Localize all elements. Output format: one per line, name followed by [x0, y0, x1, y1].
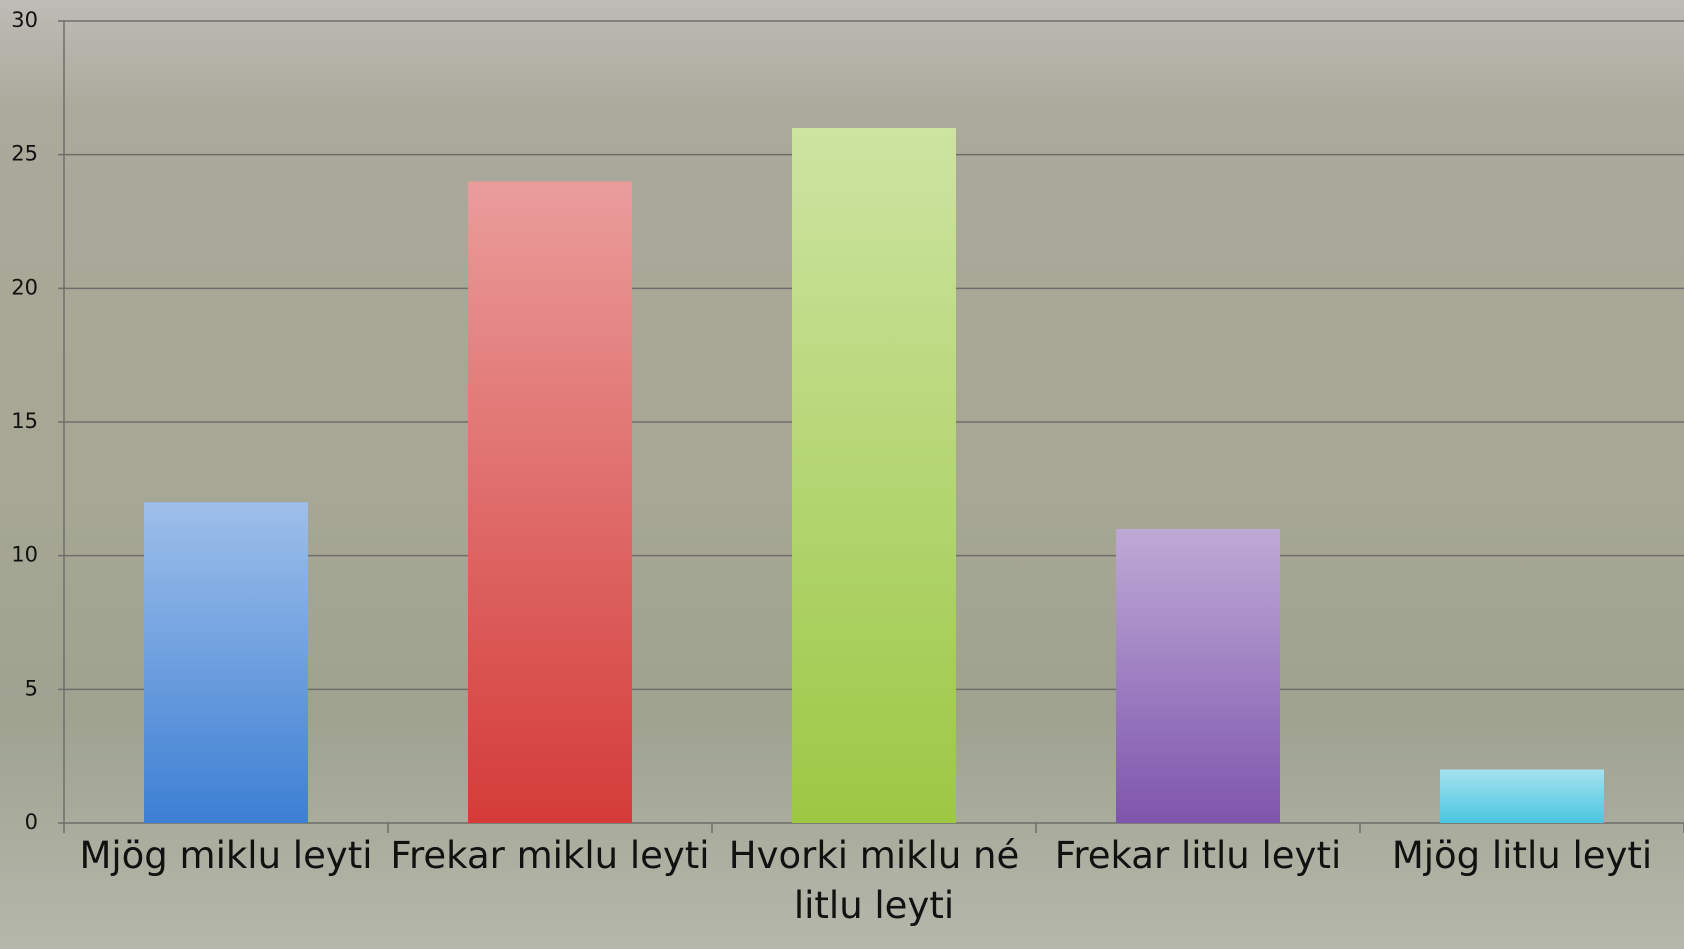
- bar-shine: [792, 127, 956, 823]
- y-tick-label: 15: [11, 409, 38, 433]
- bar-shine: [1440, 769, 1604, 823]
- x-tick-label: Frekar litlu leyti: [1054, 834, 1342, 877]
- y-tick-label: 30: [11, 8, 38, 32]
- x-tick-label: Frekar miklu leyti: [390, 834, 710, 877]
- bar-shine: [468, 181, 632, 823]
- bar-shine: [144, 502, 308, 823]
- y-tick-label: 25: [11, 142, 38, 166]
- x-tick-label: Mjög litlu leyti: [1391, 834, 1653, 877]
- x-tick-label: Hvorki miklu né litlu leyti: [728, 834, 1020, 927]
- y-tick-label: 10: [11, 543, 38, 567]
- x-tick-label: Mjög miklu leyti: [79, 834, 373, 877]
- bar-shine: [1116, 528, 1280, 823]
- y-tick-label: 0: [25, 810, 38, 834]
- y-tick-label: 5: [25, 676, 38, 700]
- y-tick-label: 20: [11, 275, 38, 299]
